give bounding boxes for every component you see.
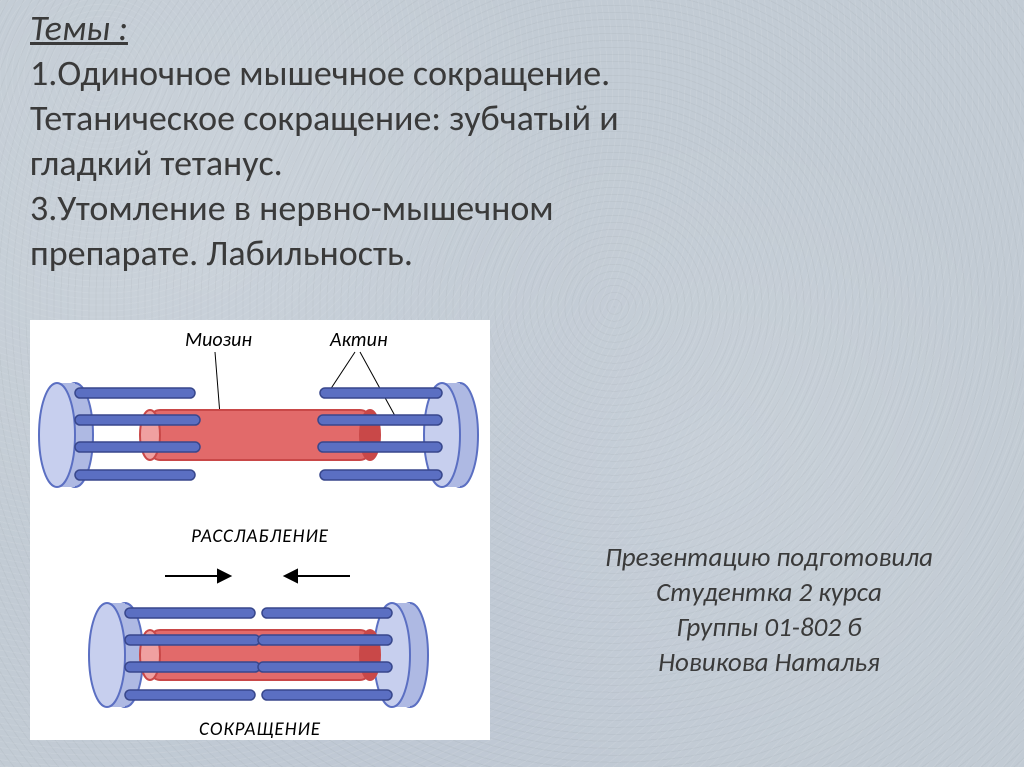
title-block: Темы : 1.Одиночное мышечное сокращение. … <box>30 6 994 276</box>
muscle-diagram: Миозин Актин <box>30 320 490 740</box>
credit-line-2: Студентка 2 курса <box>554 575 984 610</box>
credit-line-1: Презентацию подготовила <box>554 540 984 575</box>
topic-line-5: препарате. Лабильность. <box>30 231 994 276</box>
credit-line-4: Новикова Наталья <box>554 645 984 680</box>
caption-relax: РАССЛАБЛЕНИЕ <box>30 525 490 548</box>
topic-line-4: 3.Утомление в нервно-мышечном <box>30 186 994 231</box>
credits-block: Презентацию подготовила Студентка 2 курс… <box>554 540 984 680</box>
credit-line-3: Группы 01-802 б <box>554 610 984 645</box>
caption-contract: СОКРАЩЕНИЕ <box>30 718 490 741</box>
topic-line-2: Тетаническое сокращение: зубчатый и <box>30 96 994 141</box>
topic-line-1: 1.Одиночное мышечное сокращение. <box>30 51 994 96</box>
title-heading: Темы : <box>30 6 994 51</box>
topic-line-3: гладкий тетанус. <box>30 141 994 186</box>
